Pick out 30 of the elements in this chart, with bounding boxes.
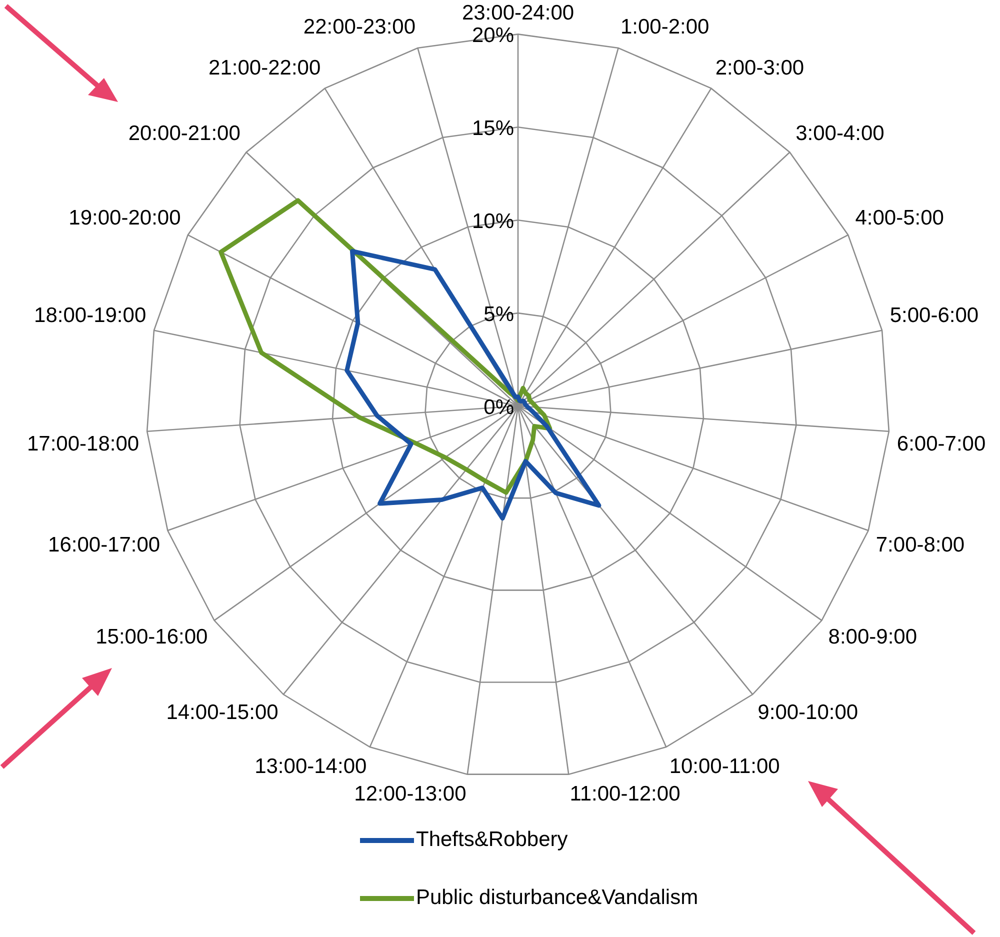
spoke-label: 5:00-6:00	[890, 304, 979, 327]
spoke-label: 18:00-19:00	[34, 304, 146, 327]
spoke-label: 22:00-23:00	[303, 15, 416, 38]
spoke-label: 21:00-22:00	[208, 56, 321, 80]
y-tick-label: 10%	[472, 210, 514, 233]
spoke-label: 14:00-15:00	[166, 701, 278, 724]
spoke-label: 12:00-13:00	[354, 782, 466, 806]
spoke-label: 4:00-5:00	[855, 206, 944, 230]
y-tick-label: 20%	[472, 24, 514, 47]
y-tick-label: 0%	[484, 396, 514, 419]
legend-label: Thefts&Robbery	[416, 828, 568, 852]
spoke-label: 9:00-10:00	[758, 701, 858, 724]
y-tick-label: 15%	[472, 116, 514, 140]
spoke-label: 19:00-20:00	[68, 206, 181, 230]
y-tick-label: 5%	[484, 302, 514, 326]
spoke-label: 16:00-17:00	[48, 534, 160, 557]
spoke-label: 7:00-8:00	[876, 534, 965, 557]
spoke-label: 11:00-12:00	[570, 782, 680, 806]
spoke-label: 17:00-18:00	[26, 432, 140, 456]
spoke-label: 8:00-9:00	[828, 625, 918, 648]
legend-label: Public disturbance&Vandalism	[416, 886, 698, 910]
spoke-label: 13:00-14:00	[254, 754, 367, 778]
spoke-label: 20:00-21:00	[128, 122, 240, 145]
spoke-label: 1:00-2:00	[620, 15, 710, 38]
spoke-label: 2:00-3:00	[715, 56, 804, 80]
spoke-label: 23:00-24:00	[462, 1, 574, 24]
spoke-label: 3:00-4:00	[796, 122, 884, 145]
spoke-label: 10:00-11:00	[669, 754, 780, 778]
spoke-label: 15:00-16:00	[96, 625, 208, 648]
spoke-label: 6:00-7:00	[896, 432, 986, 456]
